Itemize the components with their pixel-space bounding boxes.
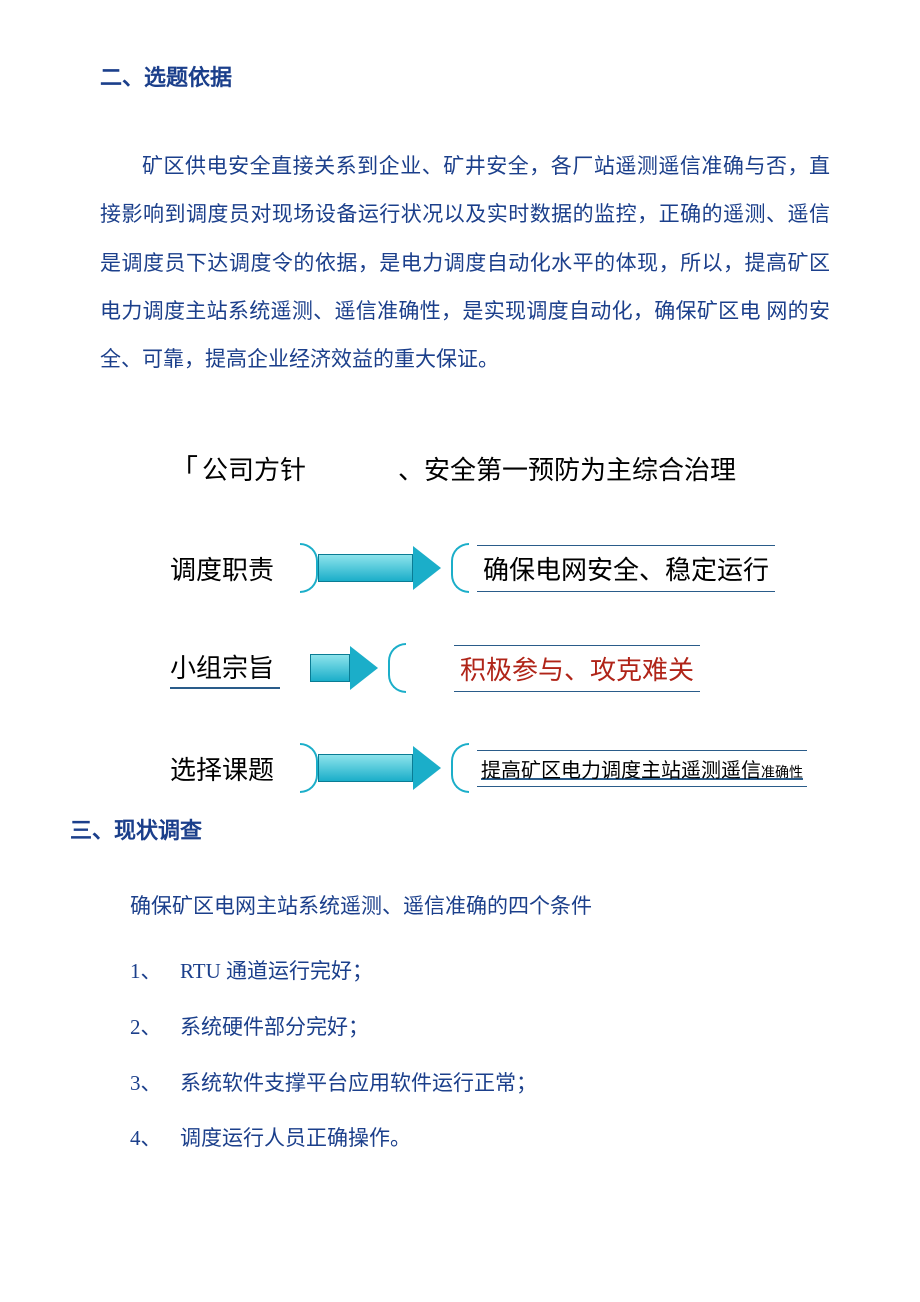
list-item: 4、调度运行人员正确操作。 — [130, 1122, 830, 1156]
diagram-row-topic: 选择课题 提高矿区电力调度主站遥测遥信准确性 — [170, 733, 830, 803]
item-text: 系统软件支撑平台应用软件运行正常； — [180, 1071, 537, 1095]
bracket-icon: 「 — [170, 448, 198, 488]
item-text: 系统硬件部分完好； — [180, 1015, 369, 1039]
section-3-intro: 确保矿区电网主站系统遥测、遥信准确的四个条件 — [130, 890, 830, 920]
item-num: 1、 — [130, 955, 180, 989]
topic-suffix: 准确性 — [761, 764, 803, 780]
diagram-left-policy: 公司方针 — [202, 450, 332, 487]
diagram-left-purpose: 小组宗旨 — [170, 648, 280, 689]
arc-left-icon — [451, 543, 469, 593]
diagram-left-duty: 调度职责 — [170, 550, 300, 587]
list-item: 1、RTU 通道运行完好； — [130, 955, 830, 989]
diagram-row-purpose: 小组宗旨 积极参与、攻克难关 — [170, 633, 830, 703]
diagram-right-policy: 、安全第一预防为主综合治理 — [392, 446, 742, 491]
item-num: 4、 — [130, 1122, 180, 1156]
arc-left-icon — [388, 643, 406, 693]
arrow-icon — [318, 746, 441, 790]
condition-list: 1、RTU 通道运行完好； 2、系统硬件部分完好； 3、系统软件支撑平台应用软件… — [130, 955, 830, 1155]
list-item: 2、系统硬件部分完好； — [130, 1011, 830, 1045]
section-2-heading: 二、选题依据 — [100, 60, 830, 92]
basis-diagram: 「 公司方针 、安全第一预防为主综合治理 调度职责 确保电网安全、稳定运行 小组… — [100, 433, 830, 803]
arc-right-icon — [300, 543, 318, 593]
diagram-row-policy: 「 公司方针 、安全第一预防为主综合治理 — [170, 433, 830, 503]
arrow-icon — [310, 646, 378, 690]
diagram-right-duty: 确保电网安全、稳定运行 — [477, 545, 775, 592]
item-num: 3、 — [130, 1067, 180, 1101]
arc-left-icon — [451, 743, 469, 793]
diagram-right-topic: 提高矿区电力调度主站遥测遥信准确性 — [477, 750, 807, 787]
diagram-right-purpose: 积极参与、攻克难关 — [454, 645, 700, 692]
list-item: 3、系统软件支撑平台应用软件运行正常； — [130, 1067, 830, 1101]
item-text: 调度运行人员正确操作。 — [180, 1126, 411, 1150]
diagram-left-topic: 选择课题 — [170, 750, 300, 787]
section-3-heading: 三、现状调查 — [70, 813, 830, 845]
topic-main: 提高矿区电力调度主站遥测遥信 — [481, 760, 761, 782]
item-text: RTU 通道运行完好； — [180, 959, 373, 983]
diagram-row-duty: 调度职责 确保电网安全、稳定运行 — [170, 533, 830, 603]
arrow-icon — [318, 546, 441, 590]
section-2-paragraph: 矿区供电安全直接关系到企业、矿井安全，各厂站遥测遥信准确与否，直接影响到调度员对… — [100, 142, 830, 383]
arc-right-icon — [300, 743, 318, 793]
item-num: 2、 — [130, 1011, 180, 1045]
